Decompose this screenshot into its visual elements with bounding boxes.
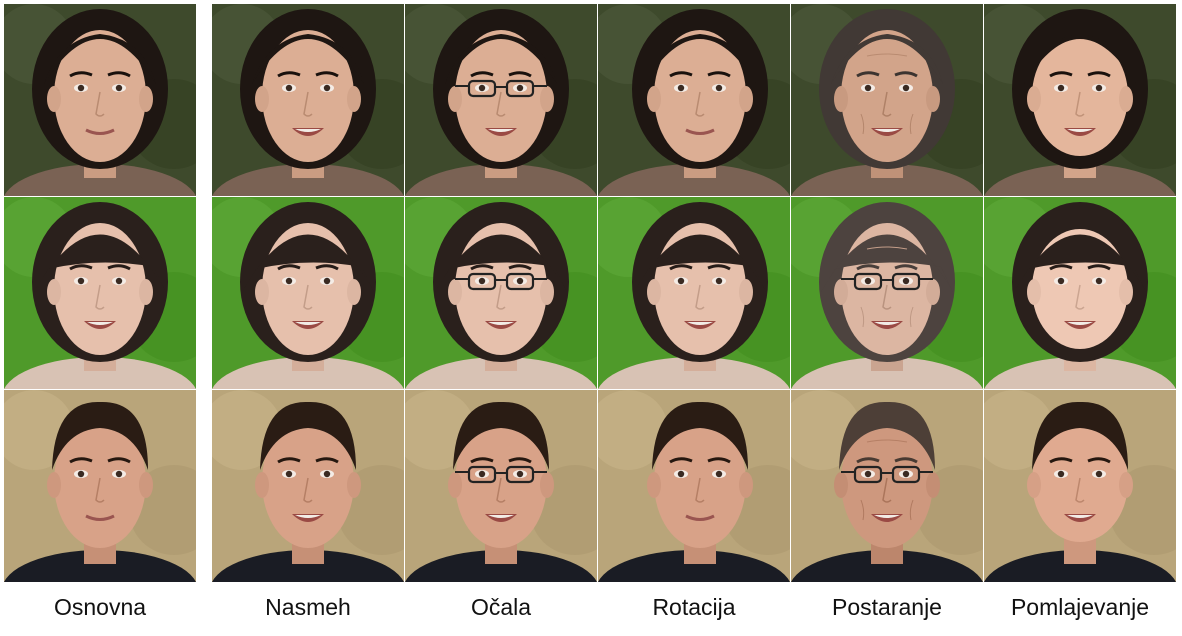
- portrait-woman-bangs-rejuvenation: [984, 197, 1176, 389]
- caption-rotation: Rotacija: [652, 594, 736, 620]
- caption-smile: Nasmeh: [265, 594, 351, 620]
- portrait-man-short-hair-smile: [212, 390, 404, 582]
- caption-aging: Postaranje: [832, 594, 942, 620]
- portrait-man-short-hair-aging: [791, 390, 983, 582]
- caption-original: Osnovna: [53, 594, 147, 620]
- caption-rejuvenation: Pomlajevanje: [1010, 594, 1150, 620]
- portrait-woman-bangs-original: [4, 197, 196, 389]
- portrait-woman-bangs-aging: [791, 197, 983, 389]
- portrait-woman-bangs-smile: [212, 197, 404, 389]
- portrait-woman-dark-hair-smile: [212, 4, 404, 196]
- portrait-woman-dark-hair-glasses: [405, 4, 597, 196]
- portrait-man-short-hair-original: [4, 390, 196, 582]
- portrait-woman-dark-hair-aging: [791, 4, 983, 196]
- portrait-man-short-hair-rotation: [598, 390, 790, 582]
- portrait-woman-dark-hair-original: [4, 4, 196, 196]
- portrait-woman-bangs-glasses: [405, 197, 597, 389]
- portrait-woman-dark-hair-rejuvenation: [984, 4, 1176, 196]
- portrait-woman-bangs-rotation: [598, 197, 790, 389]
- portrait-woman-dark-hair-rotation: [598, 4, 790, 196]
- caption-glasses: Očala: [470, 594, 532, 620]
- portrait-man-short-hair-glasses: [405, 390, 597, 582]
- portrait-man-short-hair-rejuvenation: [984, 390, 1176, 582]
